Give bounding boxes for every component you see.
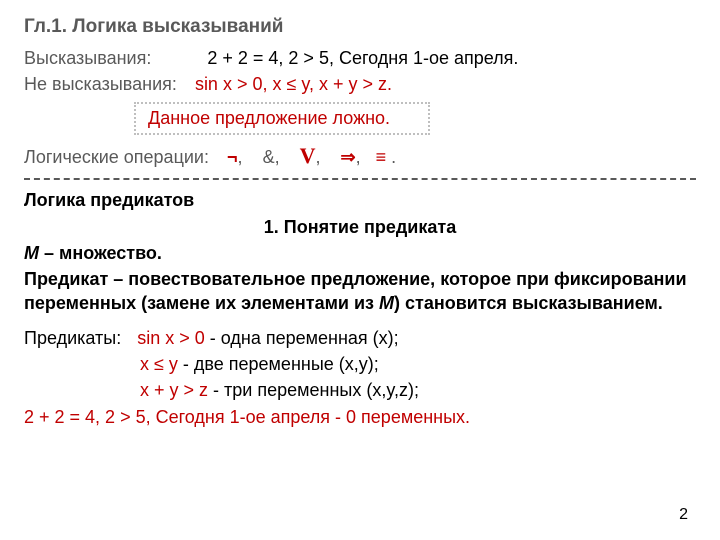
m-rest: – множество. — [39, 243, 162, 263]
section-title: Логика предикатов — [24, 188, 696, 212]
propositions-line: Высказывания: 2 + 2 = 4, 2 > 5, Сегодня … — [24, 46, 696, 70]
not-propositions-examples: sin x > 0, x ≤ y, x + y > z. — [195, 74, 392, 94]
not-propositions-label: Не высказывания: — [24, 74, 177, 94]
op-or: V — [300, 143, 316, 168]
pred-def-end: ) становится высказыванием. — [394, 293, 663, 313]
propositions-examples: 2 + 2 = 4, 2 > 5, Сегодня 1-ое апреля. — [207, 48, 518, 68]
op-impl: ⇒ — [341, 147, 356, 167]
predicate-line-2: x ≤ y - две переменные (x,y); — [140, 352, 696, 376]
predicate-line-1: Предикаты: sin x > 0 - одна переменная (… — [24, 326, 696, 350]
predicate-line-3: x + y > z - три переменных (x,y,z); — [140, 378, 696, 402]
pred2-expr: x ≤ y — [140, 354, 178, 374]
op-equiv: ≡ — [376, 147, 387, 167]
divider — [24, 178, 696, 180]
not-propositions-line: Не высказывания: sin x > 0, x ≤ y, x + y… — [24, 72, 696, 96]
propositions-label: Высказывания: — [24, 48, 151, 68]
m-symbol: M — [24, 243, 39, 263]
pred3-note: - три переменных (x,y,z); — [213, 380, 419, 400]
pred-def-m: M — [379, 293, 394, 313]
predicate-line-0: 2 + 2 = 4, 2 > 5, Сегодня 1-ое апреля - … — [24, 405, 696, 429]
operations-label: Логические операции: — [24, 147, 209, 167]
predicates-label: Предикаты: — [24, 328, 121, 348]
chapter-header: Гл.1. Логика высказываний — [24, 14, 696, 40]
m-definition: M – множество. — [24, 241, 696, 265]
pred1-expr: sin x > 0 — [137, 328, 205, 348]
paradox-box: Данное предложение ложно. — [24, 98, 696, 140]
op-neg: ¬ — [227, 147, 238, 167]
pred1-note: - одна переменная (x); — [210, 328, 399, 348]
pred3-expr: x + y > z — [140, 380, 208, 400]
predicate-definition: Предикат – повествовательное предложение… — [24, 267, 696, 316]
operations-line: Логические операции: ¬, &, V, ⇒, ≡ . — [24, 141, 696, 171]
page-number: 2 — [679, 504, 688, 526]
subsection-title: 1. Понятие предиката — [24, 215, 696, 239]
op-and: & — [263, 147, 275, 167]
pred2-note: - две переменные (x,y); — [183, 354, 379, 374]
paradox-text: Данное предложение ложно. — [134, 102, 430, 134]
